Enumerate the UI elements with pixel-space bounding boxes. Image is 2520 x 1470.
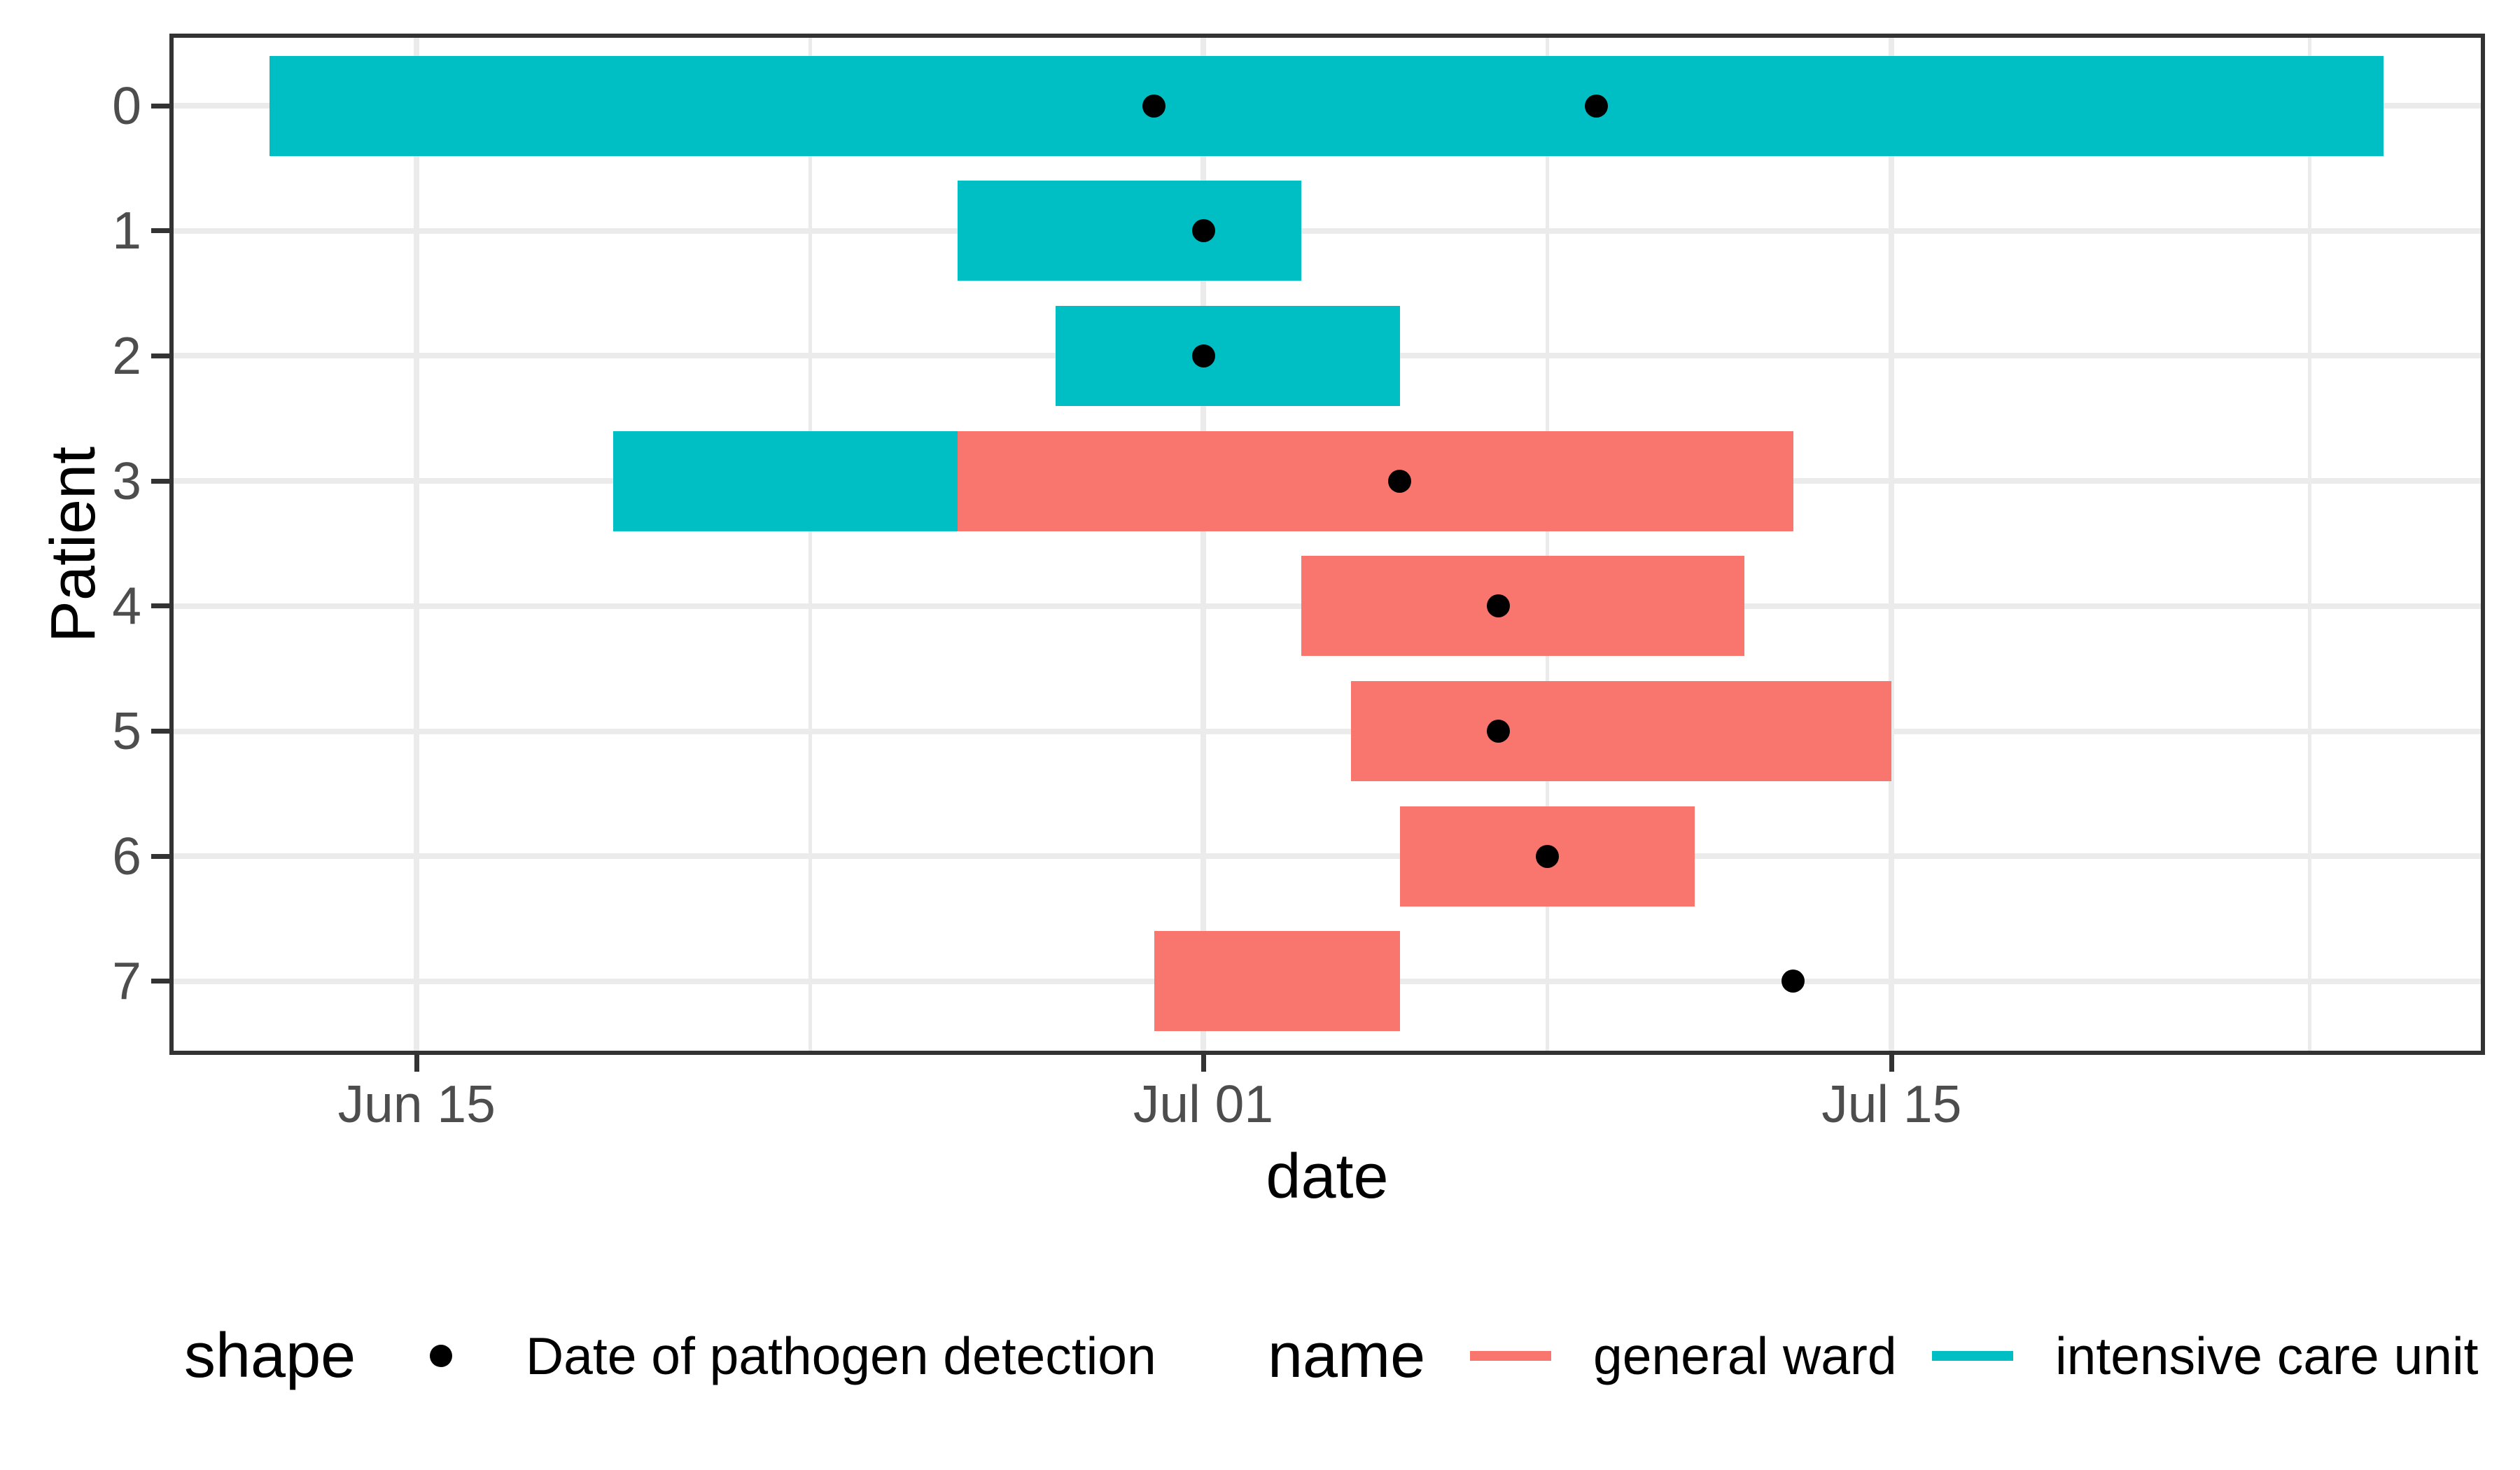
legend-line-intensive-care-unit-icon <box>1932 1351 2013 1361</box>
legend-point-icon <box>430 1345 452 1367</box>
gridline-vertical-minor <box>808 34 812 1055</box>
legend-name-title: name <box>1268 1321 1426 1391</box>
stay-bar <box>957 181 1302 281</box>
legend-shape-item-label: Date of pathogen detection <box>526 1326 1156 1385</box>
detection-dot <box>1388 469 1412 493</box>
detection-dot <box>1486 720 1510 743</box>
y-tick <box>151 603 169 609</box>
gridline-horizontal <box>169 227 2485 234</box>
detection-dot <box>1486 594 1510 618</box>
legend-label-general-ward: general ward <box>1593 1326 1897 1385</box>
detection-dot <box>1782 969 1805 993</box>
y-tick-label: 5 <box>112 701 141 761</box>
y-tick <box>151 729 169 734</box>
detection-dot <box>1142 94 1166 118</box>
legend-line-general-ward-icon <box>1470 1351 1551 1361</box>
stay-bar <box>1154 931 1400 1032</box>
gridline-horizontal <box>169 728 2485 734</box>
gridline-vertical-major <box>414 34 420 1055</box>
y-tick <box>151 979 169 984</box>
x-tick-label: Jul 15 <box>1821 1074 1962 1133</box>
gridline-vertical-minor <box>2307 34 2311 1055</box>
y-tick <box>151 853 169 859</box>
x-tick <box>1200 1055 1206 1072</box>
y-tick <box>151 103 169 108</box>
stay-bar <box>613 430 958 531</box>
plot-panel <box>169 34 2485 1055</box>
stay-bar <box>1301 556 1744 657</box>
stay-bar <box>1350 681 1892 782</box>
gridline-vertical-major <box>1200 34 1206 1055</box>
y-tick-label: 7 <box>112 951 141 1011</box>
x-tick-label: Jul 01 <box>1133 1074 1274 1133</box>
y-tick <box>151 478 169 484</box>
y-tick-label: 6 <box>112 826 141 886</box>
x-tick <box>1889 1055 1894 1072</box>
detection-dot <box>1191 344 1215 368</box>
stay-bar <box>269 55 2384 156</box>
y-tick-label: 3 <box>112 451 141 510</box>
y-tick <box>151 228 169 234</box>
y-tick-label: 1 <box>112 201 141 260</box>
x-tick-label: Jun 15 <box>337 1074 496 1133</box>
y-tick-label: 2 <box>112 326 141 385</box>
gridline-vertical-minor <box>1546 34 1550 1055</box>
y-axis-title: Patient <box>38 446 108 643</box>
stay-bar <box>957 430 1793 531</box>
x-axis-title: date <box>1266 1142 1389 1212</box>
legend-label-intensive-care-unit: intensive care unit <box>2055 1326 2479 1385</box>
gridline-vertical-major <box>1889 34 1895 1055</box>
y-tick <box>151 353 169 358</box>
stay-bar <box>1056 305 1400 406</box>
legend-shape-title: shape <box>184 1321 356 1391</box>
gridline-horizontal <box>169 853 2485 860</box>
y-tick-label: 4 <box>112 576 141 636</box>
detection-dot <box>1585 94 1609 118</box>
y-tick-label: 0 <box>112 76 141 135</box>
x-tick <box>414 1055 419 1072</box>
detection-dot <box>1191 219 1215 243</box>
detection-dot <box>1536 844 1560 868</box>
